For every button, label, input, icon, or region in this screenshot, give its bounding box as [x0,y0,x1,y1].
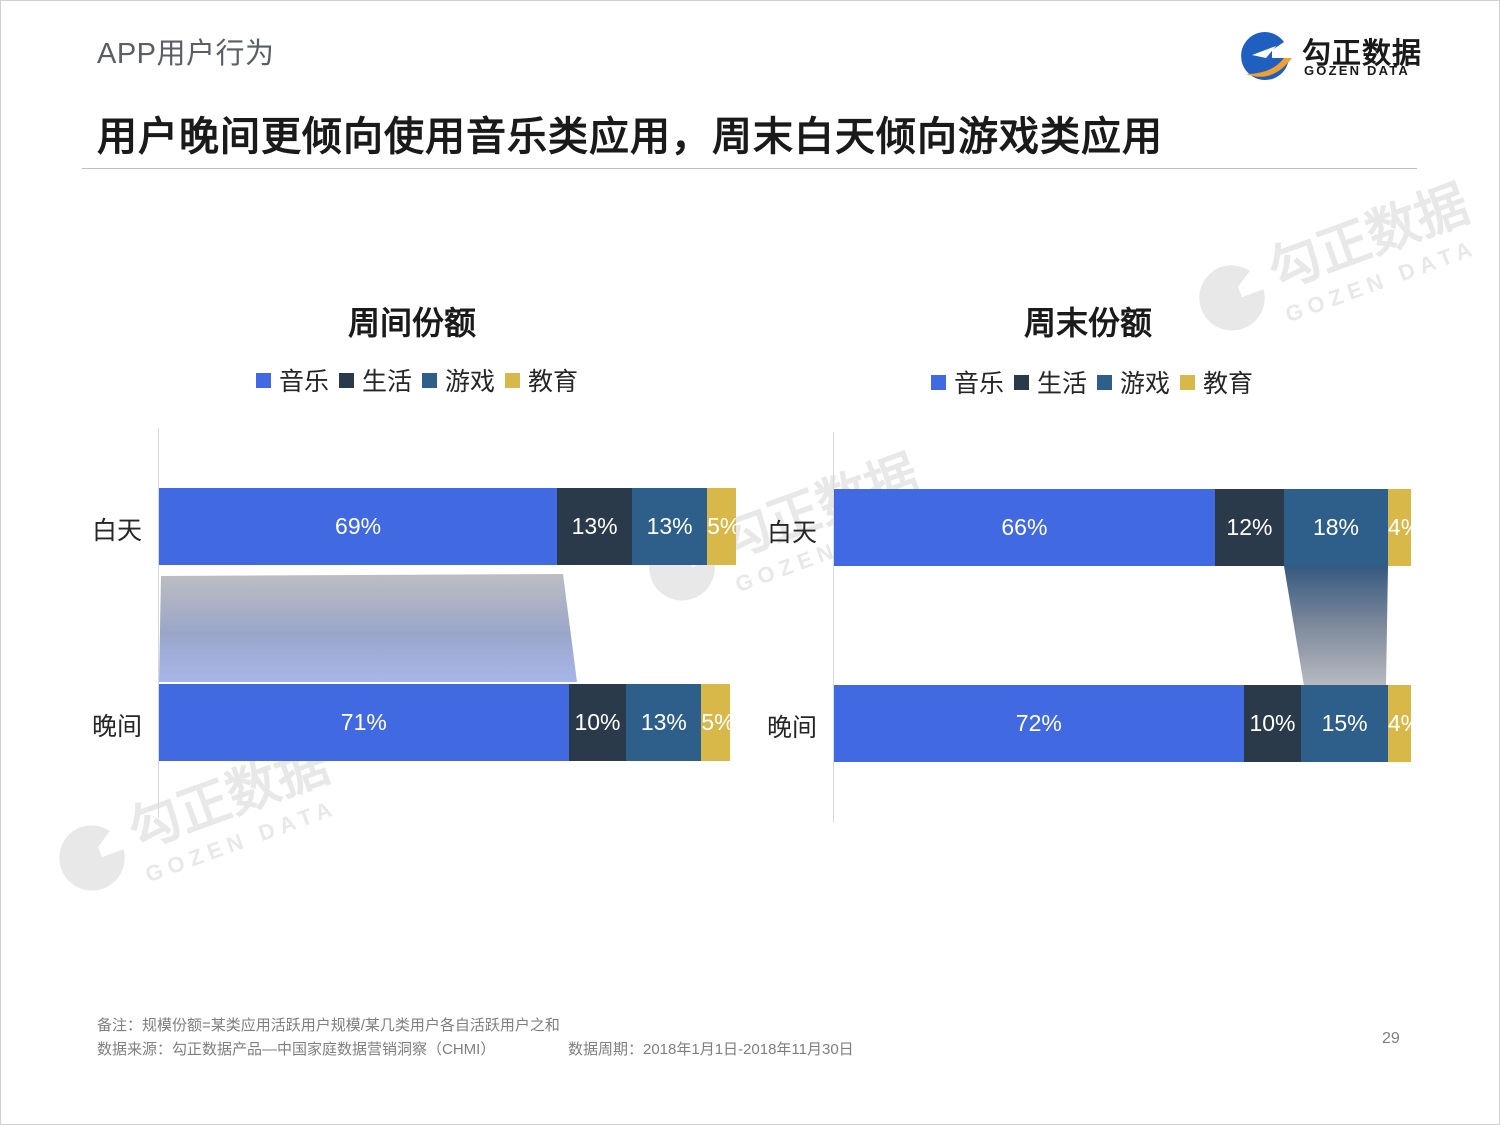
legend-swatch-icon [505,372,521,388]
chart-title-weekday: 周间份额 [348,305,477,341]
legend-item-education: 教育 [505,362,578,398]
legend-item-life: 生活 [339,362,412,398]
bar-segment-education: 5% [707,488,736,565]
bar-weekend-night: 72% 10% 15% 4% [834,685,1411,762]
legend-swatch-icon [1097,374,1113,390]
legend-swatch-icon [256,372,271,388]
bar-segment-education: 5% [701,684,731,761]
footnote-period: 数据周期：2018年1月1日-2018年11月30日 [568,1041,854,1058]
bar-segment-music: 69% [159,488,558,565]
title-divider [82,168,1417,169]
brand-logo: 勾正数据 GOZEN DATA [1232,28,1432,82]
bar-segment-music: 72% [834,685,1244,762]
highlight-connector-game [1284,566,1388,686]
category-label-night: 晚间 [767,714,818,742]
bar-segment-life: 13% [557,488,633,565]
chart-legend-weekday: 音乐 生活 游戏 教育 [256,362,588,398]
bar-weekday-day: 69% 13% 13% 5% [159,488,736,565]
bar-segment-life: 10% [1243,685,1302,762]
bar-weekend-day: 66% 12% 18% 4% [834,489,1411,566]
legend-item-music: 音乐 [256,362,329,398]
bar-segment-game: 13% [626,684,702,761]
bar-segment-music: 71% [159,684,569,761]
chart-title-weekend: 周末份额 [1024,305,1153,341]
bar-weekday-night: 71% 10% 13% 5% [159,684,736,761]
legend-item-music: 音乐 [931,364,1004,400]
legend-swatch-icon [339,372,355,388]
bar-segment-life: 10% [568,684,627,761]
legend-swatch-icon [931,374,946,390]
legend-item-game: 游戏 [1097,364,1170,400]
legend-item-education: 教育 [1180,364,1253,400]
category-label-night: 晚间 [92,713,143,741]
bar-segment-game: 13% [632,488,708,565]
bar-segment-game: 18% [1284,489,1388,566]
y-axis-line [158,428,159,818]
legend-swatch-icon [1014,374,1030,390]
legend-item-game: 游戏 [422,362,495,398]
bar-segment-game: 15% [1301,685,1388,762]
footnote-source: 数据来源：勾正数据产品—中国家庭数据营销洞察（CHMI） [97,1041,496,1058]
legend-item-life: 生活 [1014,364,1087,400]
bar-segment-education: 4% [1387,489,1411,566]
section-label: APP用户行为 [97,38,275,70]
chart-legend-weekend: 音乐 生活 游戏 教育 [931,364,1263,400]
bar-segment-education: 4% [1387,685,1411,762]
category-label-day: 白天 [92,517,143,545]
category-label-day: 白天 [767,519,818,547]
page-title: 用户晚间更倾向使用音乐类应用，周末白天倾向游戏类应用 [97,115,1163,159]
bar-segment-music: 66% [834,489,1215,566]
logo-text-en: GOZEN DATA [1304,63,1411,78]
legend-swatch-icon [422,372,438,388]
logo-text-cn: 勾正数据 [1302,38,1423,70]
y-axis-line [833,432,834,822]
footnote-note: 备注：规模份额=某类应用活跃用户规模/某几类用户各自活跃用户之和 [97,1017,560,1034]
legend-swatch-icon [1180,374,1196,390]
gozen-logo-icon [1241,32,1292,80]
bar-segment-life: 12% [1214,489,1285,566]
highlight-connector-music [159,574,577,682]
page-number: 29 [1382,1030,1400,1047]
